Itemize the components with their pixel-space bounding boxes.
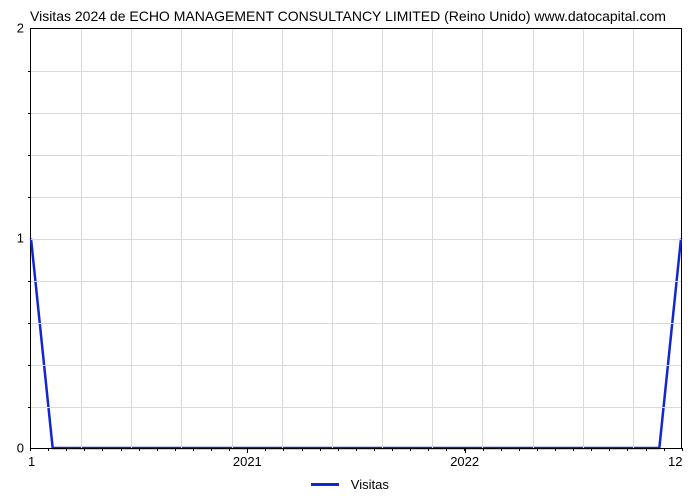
x-axis-label: 2022	[450, 454, 479, 469]
x-tick-minor	[446, 448, 447, 451]
legend-swatch	[311, 483, 339, 486]
y-tick-minor	[28, 365, 31, 366]
x-tick-minor	[428, 448, 429, 451]
y-tick-minor	[28, 113, 31, 114]
y-axis-label: 0	[4, 441, 24, 456]
x-tick-minor	[265, 448, 266, 451]
y-tick-minor	[28, 197, 31, 198]
x-tick-minor	[283, 448, 284, 451]
x-tick-minor	[573, 448, 574, 451]
y-axis-label: 2	[4, 21, 24, 36]
x-tick-minor	[591, 448, 592, 451]
x-tick-minor	[519, 448, 520, 451]
y-tick-minor	[28, 407, 31, 408]
x-tick-minor	[356, 448, 357, 451]
x-tick	[247, 448, 248, 453]
x-tick-minor	[139, 448, 140, 451]
y-tick-minor	[28, 71, 31, 72]
grid-line-v	[282, 29, 283, 448]
x-tick-minor	[682, 448, 683, 451]
y-tick-minor	[28, 281, 31, 282]
grid-line-v	[482, 29, 483, 448]
grid-line-v	[633, 29, 634, 448]
legend-label: Visitas	[351, 477, 389, 492]
x-tick-minor	[175, 448, 176, 451]
grid-line-v	[382, 29, 383, 448]
x-axis-left-label: 1	[28, 454, 35, 469]
x-tick-minor	[483, 448, 484, 451]
y-tick-minor	[28, 155, 31, 156]
grid-line-v	[232, 29, 233, 448]
grid-line-v	[81, 29, 82, 448]
x-tick-minor	[102, 448, 103, 451]
x-tick-minor	[646, 448, 647, 451]
x-tick	[465, 448, 466, 453]
x-tick-minor	[410, 448, 411, 451]
x-tick-minor	[48, 448, 49, 451]
x-tick-minor	[664, 448, 665, 451]
x-tick-minor	[229, 448, 230, 451]
chart-container: Visitas 2024 de ECHO MANAGEMENT CONSULTA…	[0, 0, 700, 500]
x-tick-minor	[84, 448, 85, 451]
x-tick-minor	[374, 448, 375, 451]
x-tick-minor	[302, 448, 303, 451]
x-tick-minor	[320, 448, 321, 451]
x-tick-minor	[555, 448, 556, 451]
y-tick-minor	[28, 323, 31, 324]
x-tick-minor	[193, 448, 194, 451]
grid-line-v	[583, 29, 584, 448]
grid-line-v	[332, 29, 333, 448]
x-tick-minor	[121, 448, 122, 451]
x-tick-minor	[30, 448, 31, 451]
chart-title: Visitas 2024 de ECHO MANAGEMENT CONSULTA…	[30, 8, 690, 24]
x-tick-minor	[501, 448, 502, 451]
grid-line-v	[432, 29, 433, 448]
grid-line-v	[131, 29, 132, 448]
x-tick-minor	[609, 448, 610, 451]
legend: Visitas	[0, 476, 700, 492]
x-tick-minor	[66, 448, 67, 451]
x-axis-right-label: 12	[668, 454, 682, 469]
x-axis-label: 2021	[233, 454, 262, 469]
y-axis-label: 1	[4, 231, 24, 246]
x-tick-minor	[211, 448, 212, 451]
x-tick-minor	[157, 448, 158, 451]
plot-area	[30, 28, 682, 448]
x-tick-minor	[392, 448, 393, 451]
x-tick-minor	[338, 448, 339, 451]
x-tick-minor	[627, 448, 628, 451]
grid-line-v	[533, 29, 534, 448]
grid-line-v	[181, 29, 182, 448]
x-tick-minor	[537, 448, 538, 451]
